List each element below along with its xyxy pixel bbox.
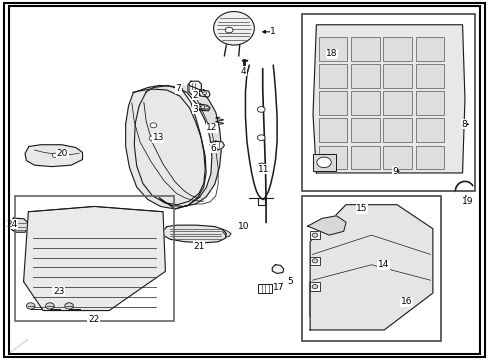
- Text: 6: 6: [210, 144, 216, 153]
- Bar: [309, 257, 319, 265]
- Circle shape: [257, 135, 264, 140]
- Bar: [350, 37, 379, 61]
- Circle shape: [45, 303, 54, 309]
- Text: 3: 3: [192, 105, 198, 114]
- Text: 2: 2: [192, 91, 198, 100]
- Bar: [383, 91, 411, 115]
- Text: 16: 16: [400, 297, 411, 306]
- Polygon shape: [209, 141, 224, 150]
- Polygon shape: [11, 339, 28, 352]
- Bar: [415, 37, 444, 61]
- Text: 9: 9: [391, 167, 397, 176]
- Text: 12: 12: [206, 123, 217, 132]
- Text: 17: 17: [273, 283, 284, 292]
- Bar: [318, 37, 346, 61]
- Polygon shape: [187, 81, 201, 95]
- Text: 15: 15: [355, 204, 367, 213]
- Circle shape: [150, 123, 157, 128]
- Polygon shape: [312, 25, 464, 173]
- Bar: [16, 196, 173, 321]
- Circle shape: [203, 92, 206, 95]
- Bar: [415, 118, 444, 142]
- Polygon shape: [199, 90, 209, 97]
- Text: 21: 21: [193, 242, 204, 251]
- Text: 19: 19: [461, 197, 472, 206]
- Bar: [383, 118, 411, 142]
- Bar: [318, 118, 346, 142]
- Polygon shape: [11, 218, 28, 232]
- Ellipse shape: [213, 12, 254, 45]
- Bar: [415, 145, 444, 170]
- Polygon shape: [125, 89, 206, 209]
- Bar: [302, 196, 440, 341]
- Text: 8: 8: [460, 120, 466, 129]
- Bar: [349, 300, 361, 311]
- Text: 5: 5: [286, 277, 292, 286]
- Polygon shape: [163, 225, 226, 243]
- Bar: [383, 145, 411, 170]
- Text: 18: 18: [325, 49, 337, 58]
- Circle shape: [52, 153, 58, 157]
- Text: 4: 4: [240, 67, 246, 76]
- Bar: [318, 145, 346, 170]
- Text: 7: 7: [175, 85, 181, 94]
- Circle shape: [257, 163, 264, 169]
- Bar: [257, 284, 272, 293]
- Circle shape: [225, 27, 232, 33]
- Bar: [350, 64, 379, 88]
- Bar: [302, 14, 473, 190]
- Text: 13: 13: [152, 133, 163, 142]
- Polygon shape: [23, 207, 165, 311]
- Polygon shape: [25, 145, 82, 167]
- Polygon shape: [320, 50, 331, 58]
- Bar: [383, 64, 411, 88]
- Polygon shape: [223, 229, 231, 237]
- Text: 20: 20: [57, 149, 68, 158]
- Bar: [309, 231, 319, 239]
- Text: 23: 23: [53, 287, 64, 296]
- Bar: [415, 64, 444, 88]
- Circle shape: [149, 136, 156, 141]
- Bar: [318, 91, 346, 115]
- Polygon shape: [272, 265, 283, 274]
- Circle shape: [26, 303, 35, 309]
- Text: 22: 22: [88, 315, 99, 324]
- Polygon shape: [312, 154, 335, 171]
- Circle shape: [257, 107, 264, 112]
- Polygon shape: [307, 216, 346, 235]
- Polygon shape: [309, 205, 432, 330]
- Circle shape: [311, 284, 317, 289]
- Polygon shape: [196, 104, 209, 111]
- Text: 24: 24: [6, 220, 18, 229]
- Bar: [350, 145, 379, 170]
- Bar: [415, 91, 444, 115]
- Text: 14: 14: [377, 260, 388, 269]
- Circle shape: [311, 259, 317, 263]
- Polygon shape: [133, 85, 221, 209]
- Bar: [318, 64, 346, 88]
- Text: 1: 1: [270, 27, 276, 36]
- Circle shape: [316, 157, 330, 168]
- Bar: [308, 280, 366, 316]
- Bar: [350, 118, 379, 142]
- Circle shape: [311, 233, 317, 237]
- Circle shape: [65, 303, 73, 309]
- Bar: [383, 37, 411, 61]
- Bar: [309, 282, 319, 291]
- Bar: [350, 91, 379, 115]
- Circle shape: [201, 105, 204, 108]
- Text: 10: 10: [237, 222, 249, 231]
- Text: 11: 11: [257, 165, 269, 174]
- Polygon shape: [134, 85, 205, 205]
